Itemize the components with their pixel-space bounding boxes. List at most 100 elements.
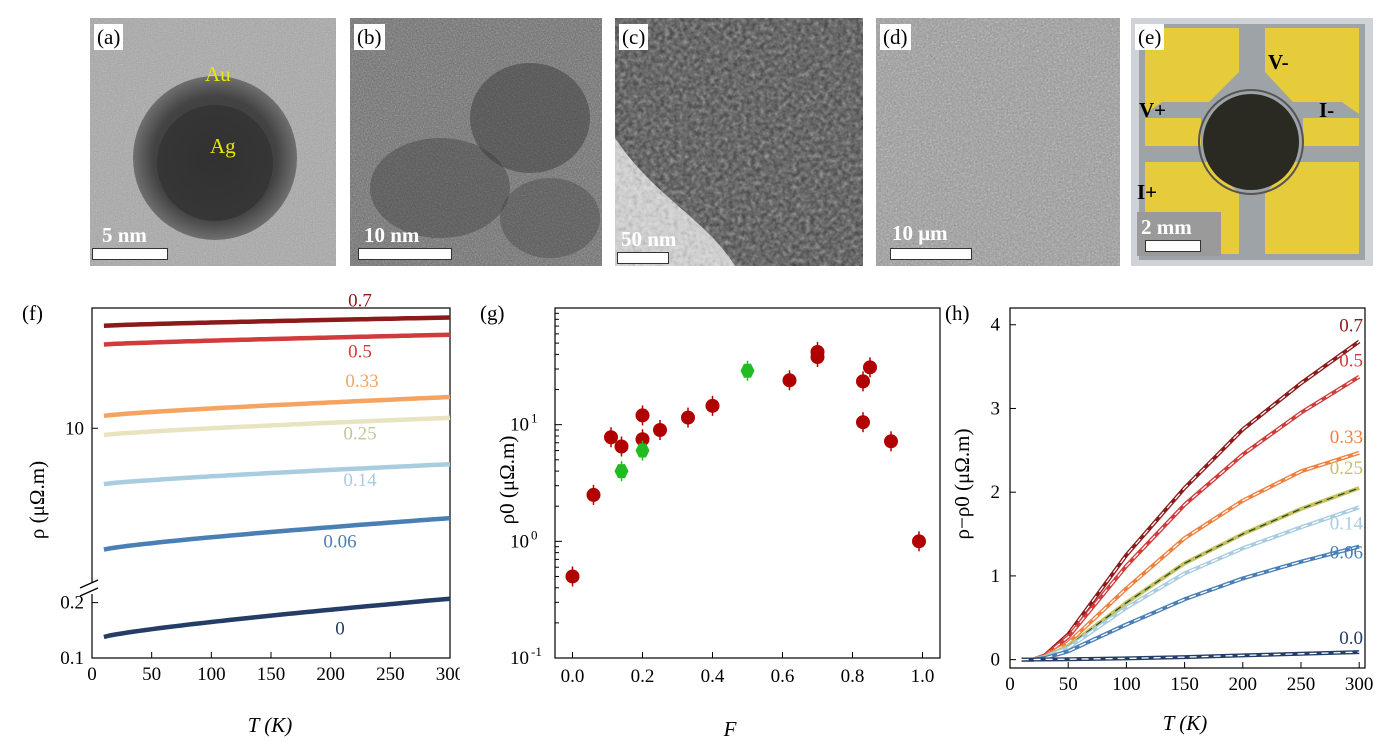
- h-x-tick-label: 150: [1170, 674, 1199, 695]
- g-y-tick-exponent: 0: [531, 527, 538, 542]
- i-plus-label: I+: [1137, 180, 1158, 204]
- h-y-tick-label: 3: [991, 398, 1001, 419]
- f-x-tick-label: 0: [87, 664, 97, 685]
- g-data-point-red: [884, 434, 898, 449]
- f-x-tick-label: 200: [316, 664, 345, 685]
- g-data-point-red: [653, 423, 667, 438]
- g-data-point-red: [635, 408, 650, 423]
- g-x-tick-label: 0.2: [631, 666, 655, 687]
- panel-d-tag: (d): [880, 24, 911, 50]
- g-y-tick-exponent: 1: [531, 411, 538, 426]
- g-x-tick-label: 0.0: [561, 666, 585, 687]
- h-series-label: 0.5: [1339, 351, 1363, 372]
- f-series-label: 0: [335, 619, 345, 640]
- f-x-tick-label: 150: [257, 664, 286, 685]
- g-data-point-red: [782, 373, 797, 388]
- f-xlabel: T (K): [248, 713, 293, 737]
- f-series-label: 0.7: [348, 290, 372, 311]
- f-series-label: 0.33: [345, 371, 378, 392]
- panel-e-tag: (e): [1135, 24, 1165, 50]
- tem-nanoparticle-aggregate: [615, 18, 863, 266]
- f-series-line: [103, 596, 451, 640]
- h-x-tick-label: 0: [1005, 674, 1015, 695]
- scale-label-c: 50 nm: [621, 227, 677, 251]
- v-plus-label: V+: [1139, 98, 1167, 122]
- f-series-label: 0.25: [343, 424, 376, 445]
- h-series-label: 0.33: [1330, 427, 1363, 448]
- h-y-tick-label: 2: [991, 482, 1001, 503]
- f-series-line: [103, 415, 451, 438]
- panel-g-tag: (g): [480, 301, 505, 325]
- g-x-tick-label: 0.6: [771, 666, 795, 687]
- g-data-point-red: [856, 374, 870, 389]
- f-y-tick-label: 10: [65, 418, 84, 439]
- h-series-label: 0.7: [1339, 315, 1363, 336]
- h-series-line: [1021, 374, 1361, 662]
- g-x-tick-label: 0.4: [701, 666, 725, 687]
- ag-label: Ag: [210, 134, 236, 158]
- panel-a-tem-image: (a) Au Ag 5 nm: [90, 18, 336, 266]
- scale-label-e: 2 mm: [1141, 215, 1192, 239]
- g-plot-frame: [554, 307, 941, 659]
- h-y-tick-label: 4: [991, 315, 1001, 336]
- f-series-label: 0.14: [343, 470, 377, 491]
- g-y-tick-exponent: -1: [531, 644, 542, 659]
- scale-bar-e: [1145, 240, 1201, 252]
- panel-a-tag: (a): [94, 24, 124, 50]
- f-series-label: 0.5: [348, 342, 372, 363]
- g-data-point-red: [604, 430, 618, 445]
- panel-c-tag: (c): [619, 24, 649, 50]
- h-plot-frame: [1009, 307, 1366, 669]
- scale-label-d: 10 μm: [892, 221, 948, 245]
- h-fit-line: [1021, 651, 1360, 661]
- f-x-tick-label: 50: [142, 664, 161, 685]
- f-ylabel: ρ (μΩ.m): [25, 461, 49, 539]
- h-x-tick-label: 100: [1112, 674, 1141, 695]
- f-x-tick-label: 100: [197, 664, 226, 685]
- v-minus-label: V-: [1268, 50, 1289, 74]
- f-series-line: [103, 461, 451, 487]
- chart-f-resistivity: (f) 0 50 100 150 200 250 300 0.1 0.2 10 0.7 0.5 0.33…: [22, 290, 460, 737]
- g-data-point-red: [586, 487, 601, 502]
- f-series-line: [103, 515, 451, 552]
- g-data-point-red: [863, 360, 877, 375]
- scale-bar-b: [358, 248, 452, 260]
- g-xlabel: F: [723, 717, 737, 741]
- g-x-tick-label: 1.0: [911, 666, 935, 687]
- h-series-line: [1021, 650, 1360, 662]
- scale-bar-d: [890, 248, 972, 260]
- g-data-point-red: [856, 415, 870, 430]
- au-label: Au: [205, 62, 231, 86]
- panel-e-device-photo: (e) V- V+ I- I+ 2 mm: [1131, 18, 1373, 266]
- f-x-tick-label: 250: [376, 664, 405, 685]
- h-x-tick-label: 250: [1287, 674, 1316, 695]
- h-y-tick-label: 1: [991, 566, 1001, 587]
- f-series-line: [103, 332, 451, 347]
- g-y-tick-label: 10: [510, 415, 529, 436]
- h-x-tick-label: 200: [1229, 674, 1258, 695]
- g-data-point-red: [614, 439, 629, 454]
- h-series-label: 0.25: [1330, 458, 1363, 479]
- g-ylabel: ρ0 (μΩ.m): [495, 436, 519, 525]
- panel-f-tag: (f): [22, 301, 43, 325]
- f-series-line: [103, 394, 451, 419]
- f-series-label: 0.06: [323, 531, 356, 552]
- tem-core-shell-particle: [90, 18, 336, 266]
- f-axis-break-mark: [79, 579, 99, 589]
- i-minus-label: I-: [1319, 98, 1335, 122]
- h-series-label: 0.14: [1330, 513, 1364, 534]
- scale-bar-c: [617, 252, 669, 264]
- panel-h-tag: (h): [945, 301, 970, 325]
- g-data-point-red: [565, 569, 580, 584]
- panel-d-sem-image: (d) 10 μm: [876, 18, 1120, 266]
- f-series-line: [103, 315, 451, 329]
- panel-b-tem-image: (b) 10 nm: [350, 18, 602, 266]
- h-series-label: 0.06: [1330, 543, 1363, 564]
- g-data-point-green: [635, 443, 650, 458]
- g-x-tick-label: 0.8: [841, 666, 865, 687]
- h-ylabel: ρ−ρ0 (μΩ.m): [950, 429, 974, 540]
- scale-label-a: 5 nm: [102, 223, 147, 247]
- tem-lattice-image: [350, 18, 602, 266]
- sem-porous-film: [876, 18, 1120, 266]
